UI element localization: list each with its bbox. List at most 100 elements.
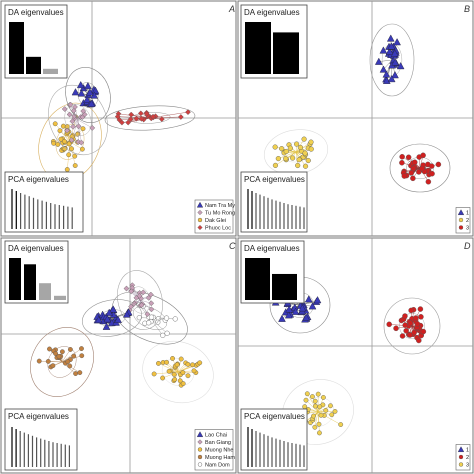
da-eigen-bar (272, 273, 297, 300)
b-group-2-point (287, 145, 293, 151)
legend-label: Dak Glei (205, 218, 226, 224)
b-group-1-point (391, 71, 399, 79)
panel-c-da-inset: DA eigenvalues (4, 240, 69, 304)
a-phuoc-loc-point (137, 110, 144, 117)
c-nam-dom-point (172, 316, 178, 322)
d-group-1-point (304, 295, 313, 303)
c-ban-giang-point (128, 303, 134, 310)
legend-marker (458, 225, 464, 230)
c-muong-nhe-point (172, 377, 178, 382)
c-ban-giang-point (128, 288, 135, 295)
a-nam-tra-my-point (84, 81, 92, 90)
d-group-3-point (320, 395, 326, 400)
d-group-3-spoke (307, 393, 319, 413)
a-phuoc-loc-ellipse (104, 105, 196, 131)
c-nam-dom-inner-ellipse (132, 306, 168, 330)
b-group-3-ellipse (389, 143, 451, 193)
da-eigen-bar (9, 258, 21, 300)
b-group-3-point (420, 152, 426, 159)
b-group-3-point (428, 163, 435, 169)
legend-label: 1 (466, 211, 469, 217)
legend-label: 3 (466, 463, 469, 469)
b-group-1-point (396, 62, 405, 70)
b-group-3-point (405, 154, 412, 161)
b-group-1-point (382, 70, 391, 78)
c-muong-nhe-point (190, 362, 195, 368)
c-ban-giang-ellipse (117, 270, 163, 330)
da-eigen-bar (273, 32, 299, 74)
c-lao-chai-point (122, 310, 131, 318)
legend-marker (458, 454, 464, 460)
b-group-2-point (275, 156, 281, 162)
d-group-3-point (312, 398, 318, 404)
panel-b-da-title: DA eigenvalues (244, 8, 300, 17)
legend-label: Ban Giang (205, 440, 231, 446)
d-group-2-point (418, 314, 424, 320)
a-dak-glei-spoke (69, 141, 76, 166)
b-group-2-point (295, 162, 301, 169)
d-group-3-point (317, 404, 323, 410)
a-phuoc-loc-point (143, 110, 150, 117)
a-nam-tra-my-point (91, 86, 100, 94)
c-lao-chai-point (109, 305, 118, 313)
c-ban-giang-point (136, 292, 143, 299)
b-group-1-point (393, 38, 401, 46)
c-muong-ham-point (36, 358, 42, 364)
d-group-3-point (304, 391, 310, 397)
legend-label: Nam Tra My (205, 203, 235, 209)
c-lao-chai-point (114, 315, 122, 323)
b-group-1-point (379, 46, 388, 54)
legend-label: Nam Dom (205, 463, 230, 469)
d-group-3-point (302, 404, 308, 410)
c-muong-nhe-point (164, 359, 169, 365)
d-group-2-point (413, 315, 419, 321)
panel-c-pca-title: PCA eigenvalues (8, 412, 69, 421)
panel-d-da-title: DA eigenvalues (244, 244, 300, 253)
c-muong-ham-point (56, 353, 62, 359)
c-muong-nhe-spoke (166, 362, 179, 373)
c-muong-nhe-point (197, 360, 203, 366)
c-muong-nhe-point (180, 381, 186, 386)
b-group-3-point (425, 179, 432, 185)
b-group-2-point (283, 156, 289, 162)
c-muong-nhe-ellipse (142, 340, 214, 404)
d-group-3-point (311, 413, 316, 419)
d-group-3-point (318, 412, 324, 418)
panel-a: A DA eigenvalues PCA eigenvalues Nam Tra… (0, 0, 237, 237)
panel-b-da-inset: DA eigenvalues (240, 4, 308, 79)
b-group-1-point (387, 74, 396, 83)
b-group-3-point (399, 159, 405, 166)
b-group-3-point (399, 154, 405, 160)
a-dak-glei-point (55, 142, 61, 147)
panel-b-pca-title: PCA eigenvalues (244, 175, 305, 184)
da-eigen-bar (9, 22, 24, 74)
a-dak-glei-point (52, 121, 58, 127)
c-nam-dom-ellipse (112, 291, 188, 345)
d-group-2-point (411, 329, 417, 336)
legend-marker (197, 209, 203, 216)
a-tu-mo-rong-point (68, 137, 75, 143)
d-group-2-point (403, 327, 409, 334)
legend-marker (197, 217, 203, 223)
da-eigen-bar (24, 264, 36, 300)
panel-a-scatter (1, 1, 236, 236)
d-group-2-point (399, 333, 406, 339)
d-group-2-point (402, 322, 408, 328)
b-group-2-point (305, 157, 311, 164)
a-phuoc-loc-point (138, 115, 145, 122)
a-tu-mo-rong-point (70, 123, 76, 130)
c-lao-chai-point (103, 315, 112, 323)
c-muong-ham-point (45, 358, 51, 364)
legend-marker (197, 224, 203, 231)
a-tu-mo-rong-point (69, 118, 76, 125)
a-nam-tra-my-point (76, 80, 85, 89)
legend-marker (457, 446, 465, 452)
a-phuoc-loc-point (133, 115, 140, 122)
c-muong-nhe-point (170, 356, 175, 361)
a-dak-glei-spoke (59, 130, 71, 143)
panel-c-da-title: DA eigenvalues (8, 244, 64, 253)
panel-c-letter: C (229, 241, 236, 251)
a-dak-glei-point (58, 136, 64, 142)
